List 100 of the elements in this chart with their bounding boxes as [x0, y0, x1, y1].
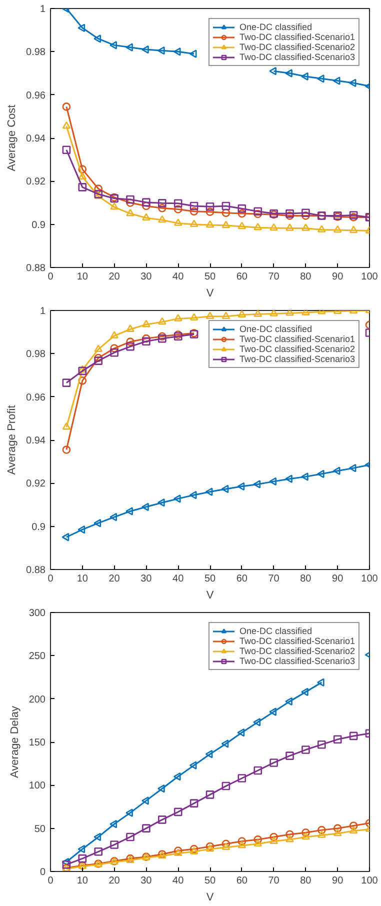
point: [349, 826, 358, 834]
point: [270, 223, 278, 231]
point: [302, 212, 310, 220]
point: [286, 224, 294, 231]
x-tick-label: 60: [236, 574, 248, 584]
point: [221, 740, 229, 748]
x-tick-label: 40: [172, 272, 184, 282]
point: [126, 338, 134, 346]
point: [158, 317, 166, 325]
x-tick-label: 10: [76, 876, 88, 886]
x-tick-label: 20: [108, 876, 120, 886]
point: [190, 207, 198, 216]
point: [142, 320, 150, 328]
point: [270, 832, 278, 842]
point: [205, 488, 213, 496]
x-axis-title: V: [206, 590, 214, 602]
legend-label: Two-DC classified-Scenario1: [239, 32, 355, 42]
point: [318, 830, 326, 838]
x-tick-label: 70: [268, 574, 280, 584]
point: [78, 172, 87, 180]
point: [318, 740, 326, 749]
x-tick-label: 80: [300, 272, 312, 282]
point: [110, 840, 118, 849]
point: [189, 50, 197, 58]
point: [78, 525, 86, 534]
point: [238, 837, 246, 846]
point: [126, 808, 133, 817]
point: [78, 183, 87, 192]
point: [254, 310, 262, 317]
x-tick-label: 60: [236, 272, 248, 282]
point: [126, 198, 134, 207]
x-tick-label: 50: [204, 272, 216, 282]
x-tick-label: 60: [236, 876, 248, 886]
point: [254, 839, 262, 847]
point: [173, 494, 181, 503]
legend-label: Two-DC classified-Scenario3: [239, 656, 355, 666]
point: [254, 210, 262, 218]
point: [206, 312, 214, 319]
point: [142, 198, 150, 206]
point: [238, 222, 246, 230]
point: [157, 46, 165, 55]
point: [238, 209, 246, 218]
y-tick-label: 0.94: [26, 134, 46, 144]
point: [174, 314, 182, 322]
point: [302, 208, 310, 218]
point: [206, 790, 214, 799]
point: [253, 718, 261, 726]
point: [94, 518, 102, 528]
y-tick-label: 0.88: [26, 565, 46, 576]
x-tick-label: 70: [268, 272, 280, 282]
point: [221, 484, 229, 494]
y-axis-title: Average Delay: [8, 706, 21, 778]
point: [157, 784, 165, 793]
point: [158, 215, 166, 223]
point: [158, 204, 166, 212]
y-tick-label: 0.9: [32, 522, 46, 533]
legend-label: One-DC classified: [239, 626, 312, 636]
x-tick-label: 20: [108, 574, 120, 584]
point: [174, 199, 182, 208]
point: [285, 69, 292, 78]
y-tick-label: 50: [34, 824, 46, 835]
x-tick-label: 30: [140, 876, 152, 886]
x-tick-label: 80: [300, 876, 312, 886]
point: [142, 796, 149, 805]
x-tick-label: 30: [140, 574, 152, 584]
point: [62, 446, 71, 454]
point: [78, 854, 87, 863]
x-tick-label: 100: [361, 272, 378, 282]
x-axis-title: V: [206, 288, 214, 300]
legend-label: Two-DC classified-Scenario2: [239, 344, 355, 354]
point: [348, 464, 356, 472]
x-tick-label: 40: [172, 876, 184, 886]
point: [173, 772, 181, 781]
point: [333, 828, 342, 836]
point: [78, 366, 87, 376]
point: [62, 532, 70, 542]
point: [110, 820, 117, 828]
point: [318, 826, 326, 834]
point: [286, 212, 294, 220]
point: [142, 202, 150, 210]
point: [174, 205, 182, 214]
y-tick-label: 1: [40, 306, 46, 317]
legend-label: One-DC classified: [239, 324, 312, 334]
point: [62, 102, 71, 111]
point: [94, 832, 102, 842]
point: [142, 45, 149, 54]
x-tick-label: 90: [332, 272, 344, 282]
y-tick-label: 0.9: [32, 220, 46, 231]
point: [206, 220, 214, 228]
legend-label: Two-DC classified-Scenario1: [239, 334, 355, 344]
point: [302, 828, 310, 837]
point: [190, 220, 198, 228]
x-tick-label: 80: [300, 574, 312, 584]
point: [316, 470, 324, 478]
point: [286, 834, 294, 842]
point: [189, 490, 197, 500]
point: [190, 799, 198, 808]
point: [238, 204, 246, 213]
y-tick-label: 100: [28, 780, 46, 792]
point: [94, 34, 102, 43]
